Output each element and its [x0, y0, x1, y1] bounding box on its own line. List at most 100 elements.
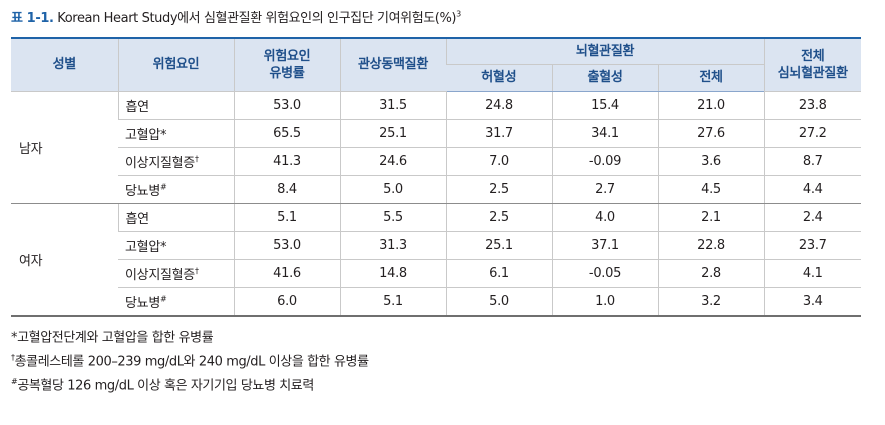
coronary-cell: 14.8 [339, 259, 446, 288]
overall-cell: 27.2 [763, 119, 861, 148]
overall-cell: 3.4 [763, 287, 861, 317]
header-coronary: 관상동맥질환 [339, 37, 446, 92]
risk-factor-label: 이상지질혈증 [125, 267, 195, 283]
footnote: #공복혈당 126 mg/dL 이상 혹은 자기기입 당뇨병 치료력 [11, 370, 369, 394]
prevalence-cell: 41.6 [233, 259, 340, 288]
header-sex: 성별 [11, 37, 118, 92]
header-overall-line2: 심뇌혈관질환 [777, 65, 848, 81]
header-hemorrhagic: 출혈성 [551, 64, 658, 92]
overall-cell: 8.7 [763, 147, 861, 176]
sex-cell-male: 남자 [11, 91, 118, 204]
table-row: 당뇨병# 6.0 5.1 5.0 1.0 3.2 3.4 [11, 287, 861, 317]
sex-cell-female: 여자 [11, 203, 118, 317]
ischemic-cell: 5.0 [445, 287, 552, 317]
prevalence-cell: 53.0 [233, 231, 340, 260]
cerebro-total-cell: 27.6 [657, 119, 764, 148]
cerebro-total-cell: 22.8 [657, 231, 764, 260]
hemorrhagic-cell: -0.09 [551, 147, 658, 176]
cerebro-total-cell: 3.6 [657, 147, 764, 176]
footnote-text: 총콜레스테롤 200–239 mg/dL와 240 mg/dL 이상을 합한 유… [14, 354, 369, 370]
header-prevalence-line2: 유병률 [269, 65, 305, 81]
coronary-cell: 31.3 [339, 231, 446, 260]
table-row: 이상지질혈증† 41.6 14.8 6.1 -0.05 2.8 4.1 [11, 259, 861, 288]
risk-factor-cell: 당뇨병# [118, 175, 234, 204]
ischemic-cell: 31.7 [445, 119, 552, 148]
risk-factor-label: 고혈압* [125, 127, 167, 143]
hemorrhagic-cell: 1.0 [551, 287, 658, 317]
header-prevalence: 위험요인 유병률 [233, 37, 340, 92]
coronary-cell: 31.5 [339, 91, 446, 120]
table-title: Korean Heart Study에서 심혈관질환 위험요인의 인구집단 기여… [53, 11, 457, 26]
risk-factor-cell: 고혈압* [118, 119, 234, 148]
hemorrhagic-cell: 4.0 [551, 203, 658, 232]
cerebro-total-cell: 3.2 [657, 287, 764, 317]
prevalence-cell: 41.3 [233, 147, 340, 176]
table-number: 표 1-1. [11, 11, 54, 26]
header-overall-line1: 전체 [801, 48, 825, 64]
footnote-mark: # [159, 182, 167, 192]
ischemic-cell: 24.8 [445, 91, 552, 120]
risk-factor-label: 이상지질혈증 [125, 155, 195, 171]
hemorrhagic-cell: 34.1 [551, 119, 658, 148]
header-risk-factor: 위험요인 [117, 37, 234, 92]
footnote-mark: † [194, 266, 199, 276]
risk-factor-label: 고혈압* [125, 239, 167, 255]
risk-factor-cell: 고혈압* [118, 231, 234, 260]
footnotes: *고혈압전단계와 고혈압을 합한 유병률 †총콜레스테롤 200–239 mg/… [11, 322, 369, 394]
footnote-text: *고혈압전단계와 고혈압을 합한 유병률 [11, 330, 214, 346]
footnote-mark: † [194, 154, 199, 164]
header-overall: 전체 심뇌혈관질환 [763, 37, 861, 92]
cerebro-total-cell: 21.0 [657, 91, 764, 120]
ischemic-cell: 2.5 [445, 203, 552, 232]
table-row: 당뇨병# 8.4 5.0 2.5 2.7 4.5 4.4 [11, 175, 861, 204]
overall-cell: 4.4 [763, 175, 861, 204]
header-cerebro-total: 전체 [657, 64, 764, 92]
risk-factor-label: 당뇨병 [125, 183, 160, 199]
overall-cell: 23.7 [763, 231, 861, 260]
overall-cell: 2.4 [763, 203, 861, 232]
reference-superscript: 3 [456, 9, 461, 19]
footnote-mark: # [159, 294, 167, 304]
footnote: †총콜레스테롤 200–239 mg/dL와 240 mg/dL 이상을 합한 … [11, 346, 369, 370]
prevalence-cell: 6.0 [233, 287, 340, 317]
header-prevalence-line1: 위험요인 [263, 48, 311, 64]
risk-factor-cell: 흡연 [117, 203, 234, 232]
hemorrhagic-cell: 15.4 [551, 91, 658, 120]
table-row: 고혈압* 65.5 25.1 31.7 34.1 27.6 27.2 [11, 119, 861, 148]
ischemic-cell: 25.1 [445, 231, 552, 260]
risk-factor-table: 성별 위험요인 위험요인 유병률 관상동맥질환 뇌혈관질환 전체 심뇌혈관질환 허혈… [11, 37, 861, 317]
table-row: 고혈압* 53.0 31.3 25.1 37.1 22.8 23.7 [11, 231, 861, 260]
footnote-mark: # [11, 377, 18, 386]
risk-factor-cell: 흡연 [117, 91, 234, 120]
prevalence-cell: 8.4 [233, 175, 340, 204]
coronary-cell: 24.6 [339, 147, 446, 176]
footnote-text: 공복혈당 126 mg/dL 이상 혹은 자기기입 당뇨병 치료력 [17, 378, 314, 394]
cerebro-total-cell: 4.5 [657, 175, 764, 204]
footnote: *고혈압전단계와 고혈압을 합한 유병률 [11, 322, 369, 346]
risk-factor-cell: 이상지질혈증† [118, 259, 234, 288]
header-cerebrovascular-group: 뇌혈관질환 [445, 37, 764, 65]
hemorrhagic-cell: -0.05 [551, 259, 658, 288]
coronary-cell: 25.1 [339, 119, 446, 148]
coronary-cell: 5.0 [339, 175, 446, 204]
ischemic-cell: 6.1 [445, 259, 552, 288]
prevalence-cell: 65.5 [233, 119, 340, 148]
risk-factor-label: 흡연 [125, 211, 150, 227]
cerebro-total-cell: 2.1 [657, 203, 764, 232]
footnote-mark: † [11, 353, 15, 362]
table-row: 여자 흡연 5.1 5.5 2.5 4.0 2.1 2.4 [11, 203, 861, 317]
risk-factor-label: 흡연 [125, 99, 150, 115]
risk-factor-label: 당뇨병 [125, 295, 160, 311]
hemorrhagic-cell: 2.7 [551, 175, 658, 204]
overall-cell: 4.1 [763, 259, 861, 288]
header-ischemic: 허혈성 [446, 64, 552, 92]
risk-factor-cell: 이상지질혈증† [118, 147, 234, 176]
coronary-cell: 5.1 [339, 287, 446, 317]
ischemic-cell: 7.0 [445, 147, 552, 176]
table-row: 이상지질혈증† 41.3 24.6 7.0 -0.09 3.6 8.7 [11, 147, 861, 176]
ischemic-cell: 2.5 [445, 175, 552, 204]
risk-factor-cell: 당뇨병# [118, 287, 234, 317]
overall-cell: 23.8 [763, 91, 861, 120]
table-caption: 표 1-1. Korean Heart Study에서 심혈관질환 위험요인의 … [11, 7, 461, 26]
